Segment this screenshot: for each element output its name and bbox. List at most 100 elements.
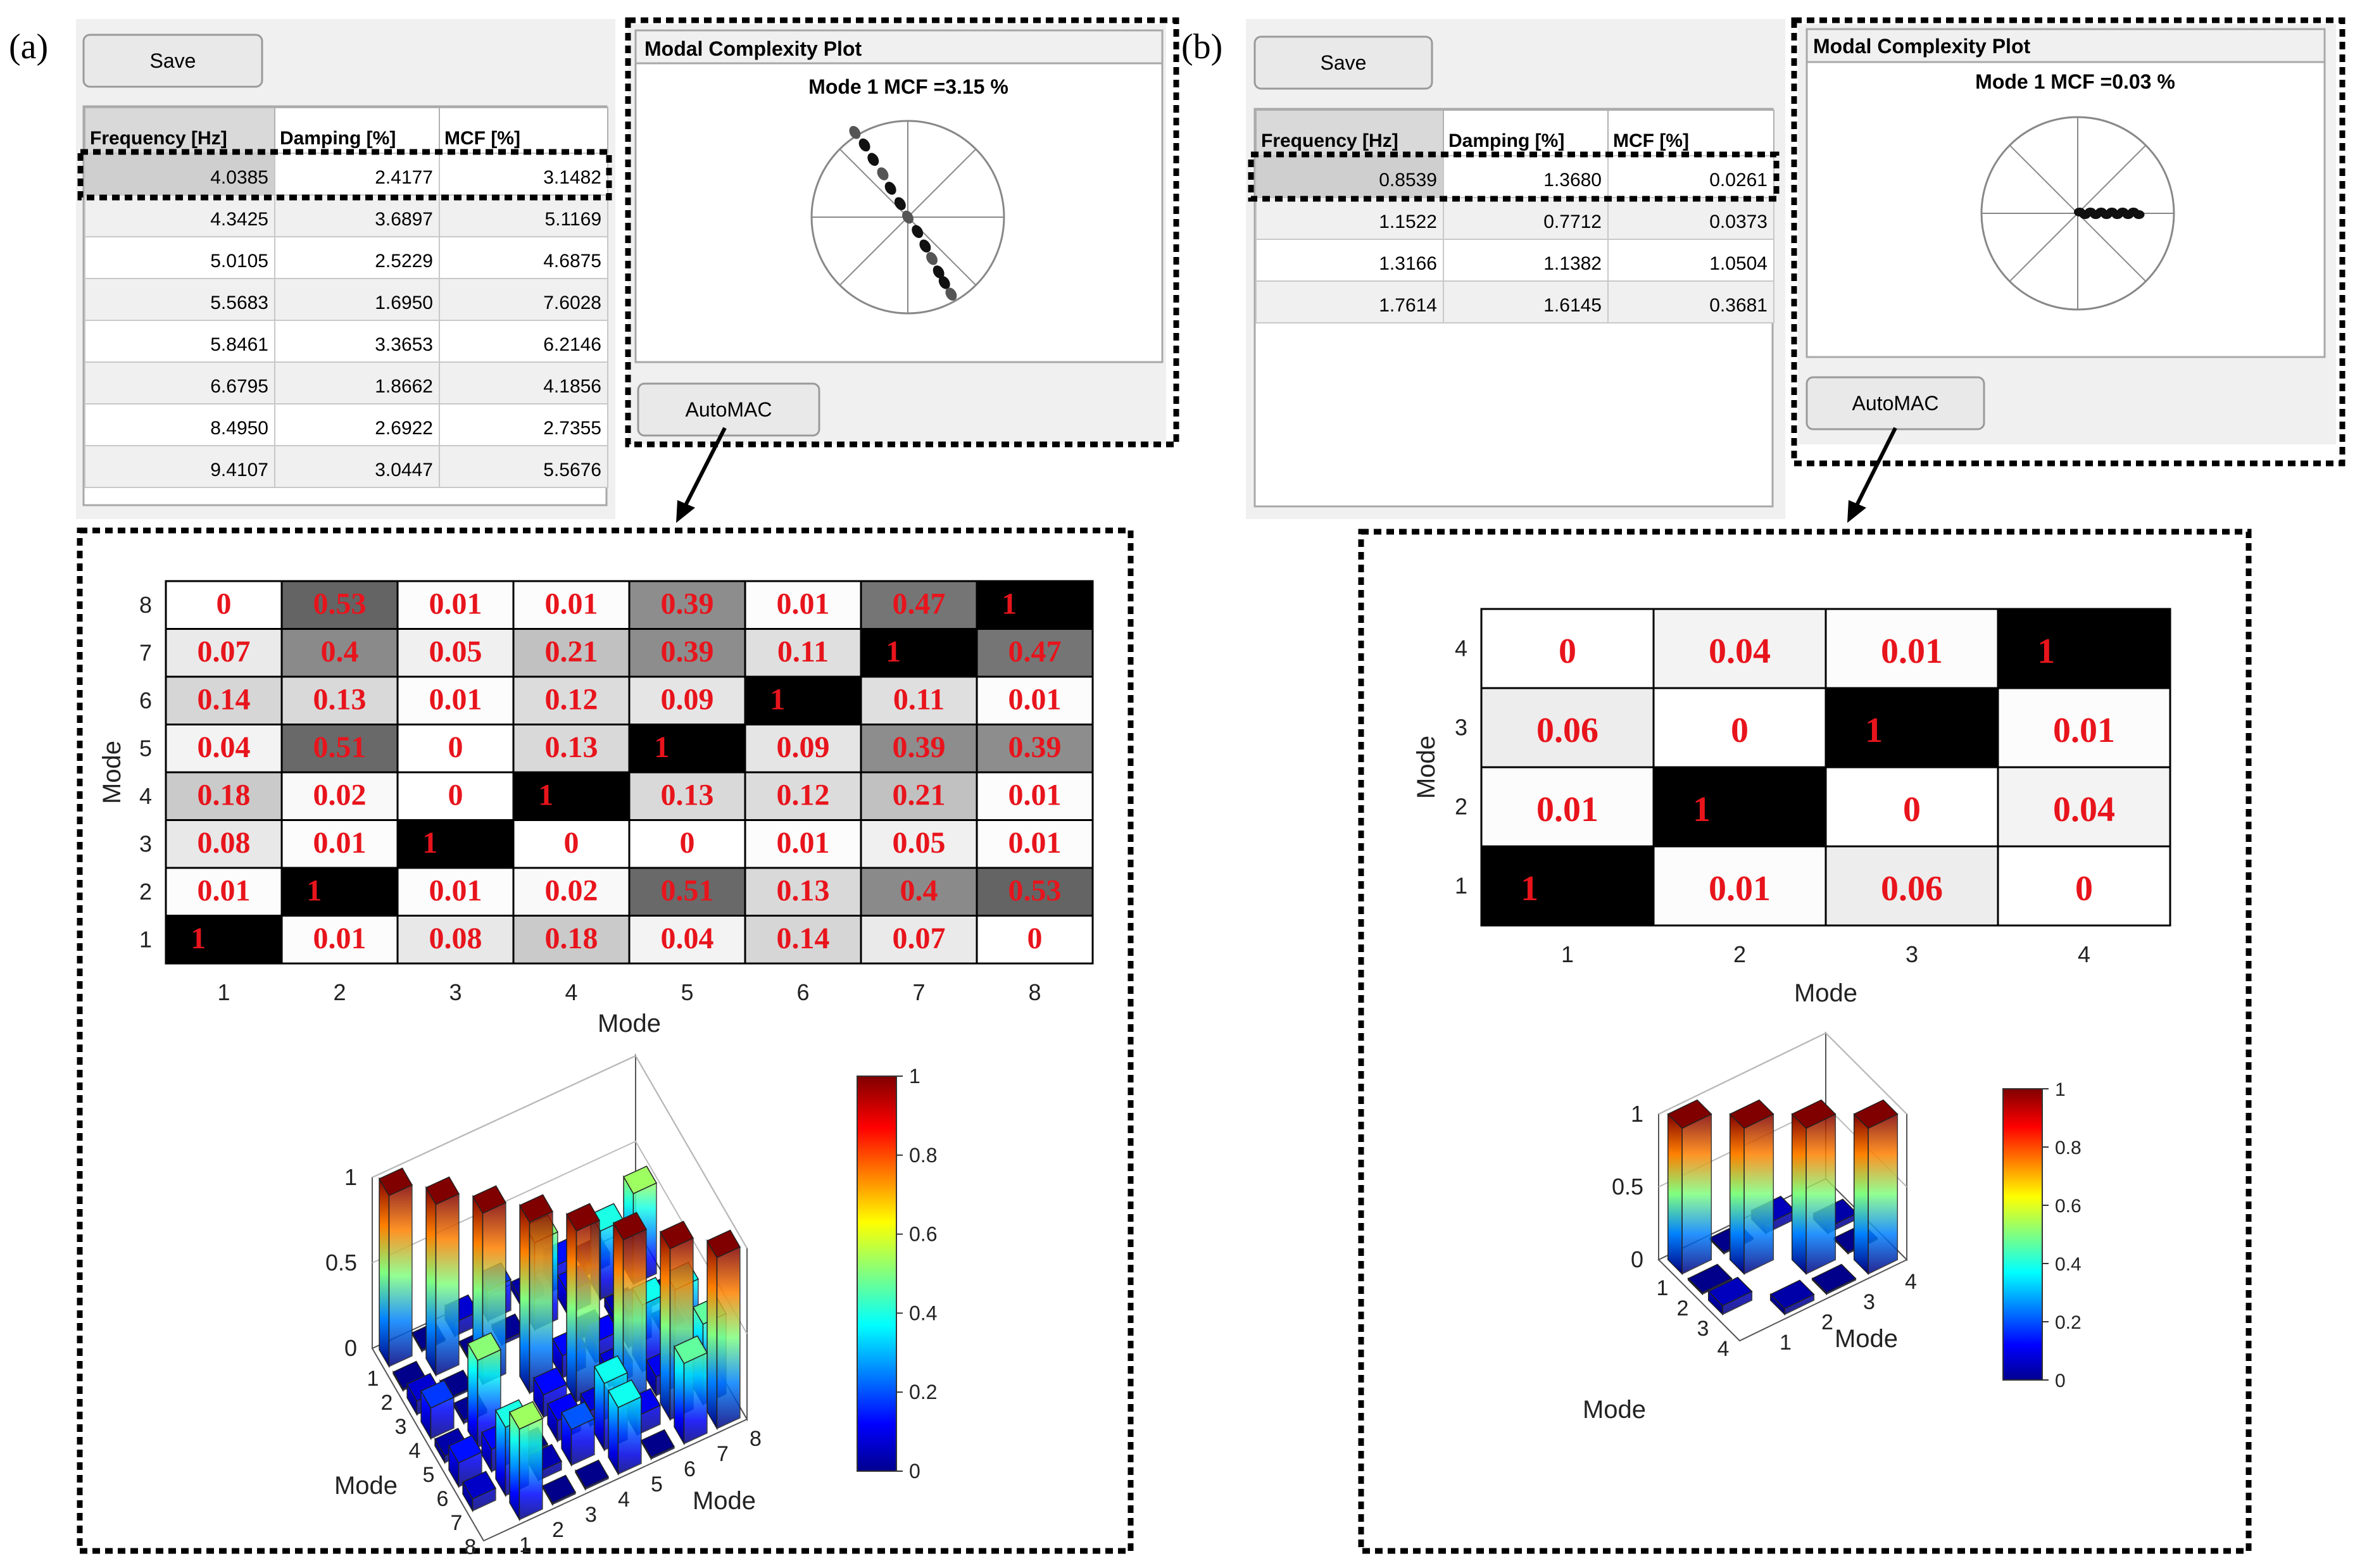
- save-button[interactable]: Save: [82, 34, 263, 88]
- mac-cell: [280, 915, 399, 965]
- z-tick-label: 1: [1631, 1101, 1643, 1127]
- bar-face: [566, 1212, 577, 1404]
- mac-value-label: 0.07: [198, 635, 251, 668]
- bar-top: [660, 1220, 694, 1250]
- bar-side: [529, 1210, 553, 1394]
- table-cell[interactable]: [84, 320, 275, 363]
- mac-value-label: 0.13: [777, 874, 830, 907]
- mode-shape-point: [945, 287, 957, 301]
- automac-frame: [77, 527, 1134, 1554]
- mac-value-label: 0.01: [429, 682, 482, 716]
- bar-top: [613, 1212, 647, 1241]
- table-cell[interactable]: [439, 278, 608, 321]
- save-button[interactable]: Save: [1253, 35, 1433, 90]
- mac-value-label: 0.13: [661, 778, 714, 812]
- table-cell[interactable]: [84, 445, 275, 488]
- table-cell[interactable]: [1443, 197, 1609, 240]
- table-cell[interactable]: [84, 153, 275, 196]
- x-axis-label: Mode: [1794, 979, 1857, 1007]
- mac-value-label: 0.11: [777, 635, 829, 668]
- bar-top: [379, 1167, 413, 1196]
- mac-cell: [396, 724, 515, 774]
- colorbar-tick-label: 0.4: [909, 1301, 937, 1324]
- table-cell-value: 4.1856: [543, 376, 601, 397]
- table-header-label: MCF [%]: [444, 128, 520, 149]
- mac-value-label: 1: [886, 635, 901, 668]
- table-cell[interactable]: [1443, 155, 1609, 198]
- mac-value-label: 0.05: [429, 635, 482, 668]
- table-cell[interactable]: [439, 320, 608, 363]
- table-cell[interactable]: [274, 445, 440, 488]
- mac-value-label: 0.18: [198, 778, 251, 812]
- mac-cell: [512, 628, 631, 678]
- mac-cell: [976, 628, 1094, 678]
- mode-shape-point: [919, 239, 931, 253]
- table-cell[interactable]: [439, 194, 608, 237]
- table-cell-value: 0.0261: [1709, 170, 1768, 191]
- table-header-label: Frequency [Hz]: [1261, 130, 1398, 151]
- table-cell[interactable]: [439, 403, 608, 446]
- table-cell[interactable]: [274, 153, 440, 196]
- callout-arrow: [1854, 427, 1897, 508]
- mac-value-label: 0.04: [2053, 790, 2115, 829]
- table-cell[interactable]: [84, 236, 275, 279]
- panel-b-label: (b): [1181, 27, 1222, 66]
- z-tick-label: 0: [1631, 1246, 1643, 1272]
- mac-cell: [976, 724, 1094, 774]
- mac-value-label: 0.01: [1008, 682, 1062, 716]
- y-tick-label: 2: [552, 1518, 564, 1542]
- table-cell[interactable]: [274, 320, 440, 363]
- mode-shape-point: [877, 167, 889, 180]
- mac-cell: [280, 675, 399, 725]
- automac-button[interactable]: AutoMAC: [637, 382, 820, 437]
- table-cell-value: 1.1382: [1543, 253, 1602, 274]
- mac-cell: [512, 771, 631, 821]
- table-cell[interactable]: [84, 194, 275, 237]
- mac-cell: [1652, 687, 1827, 768]
- mac-value-label: 0.18: [545, 922, 598, 955]
- bar-top: [542, 1474, 576, 1503]
- table-cell[interactable]: [439, 153, 608, 196]
- bar-top: [608, 1379, 642, 1408]
- bar-top: [623, 1165, 657, 1195]
- table-header-cell[interactable]: [1607, 110, 1774, 156]
- table-header-cell[interactable]: [1255, 110, 1444, 156]
- y-tick-label: 5: [651, 1472, 663, 1496]
- bar-top: [1687, 1264, 1733, 1294]
- table-cell[interactable]: [274, 403, 440, 446]
- modal-plot-dotted-frame: [1791, 17, 2346, 467]
- table-cell[interactable]: [1443, 239, 1609, 282]
- mac-cell: [1480, 608, 1655, 689]
- mac-value-label: 0.01: [1536, 790, 1598, 829]
- table-cell[interactable]: [84, 278, 275, 321]
- mac-cell: [165, 915, 283, 965]
- table-cell[interactable]: [274, 236, 440, 279]
- mac-value-label: 0: [680, 826, 695, 860]
- automac-button[interactable]: AutoMAC: [1806, 376, 1985, 430]
- bar-face: [1729, 1113, 1745, 1276]
- table-cell[interactable]: [1255, 280, 1444, 323]
- y-axis-label: Mode: [693, 1487, 756, 1515]
- mac-cell: [860, 771, 978, 821]
- table-cell-value: 4.0385: [210, 167, 268, 188]
- table-header-cell[interactable]: [439, 107, 608, 154]
- table-cell[interactable]: [274, 361, 440, 405]
- mode-shape-point: [867, 153, 879, 166]
- table-cell[interactable]: [1607, 280, 1774, 323]
- table-cell[interactable]: [1255, 239, 1444, 282]
- mac-value-label: 0.01: [1008, 778, 1062, 812]
- mac-cell: [396, 867, 515, 917]
- y-tick-label: 1: [519, 1533, 531, 1557]
- colorbar-tick-label: 1: [2055, 1079, 2066, 1100]
- table-cell-value: 2.6922: [375, 418, 433, 439]
- table-header-cell[interactable]: [1443, 110, 1609, 156]
- table-cell[interactable]: [439, 445, 608, 488]
- x-tick-label: 7: [451, 1511, 463, 1535]
- z-tick-label: 0.5: [325, 1250, 357, 1276]
- table-cell[interactable]: [439, 361, 608, 405]
- table-cell[interactable]: [439, 236, 608, 279]
- mac-value-label: 0.12: [545, 682, 598, 716]
- table-cell[interactable]: [84, 403, 275, 446]
- y-axis-label: Mode: [1412, 736, 1440, 799]
- mac-value-label: 0.53: [313, 587, 367, 620]
